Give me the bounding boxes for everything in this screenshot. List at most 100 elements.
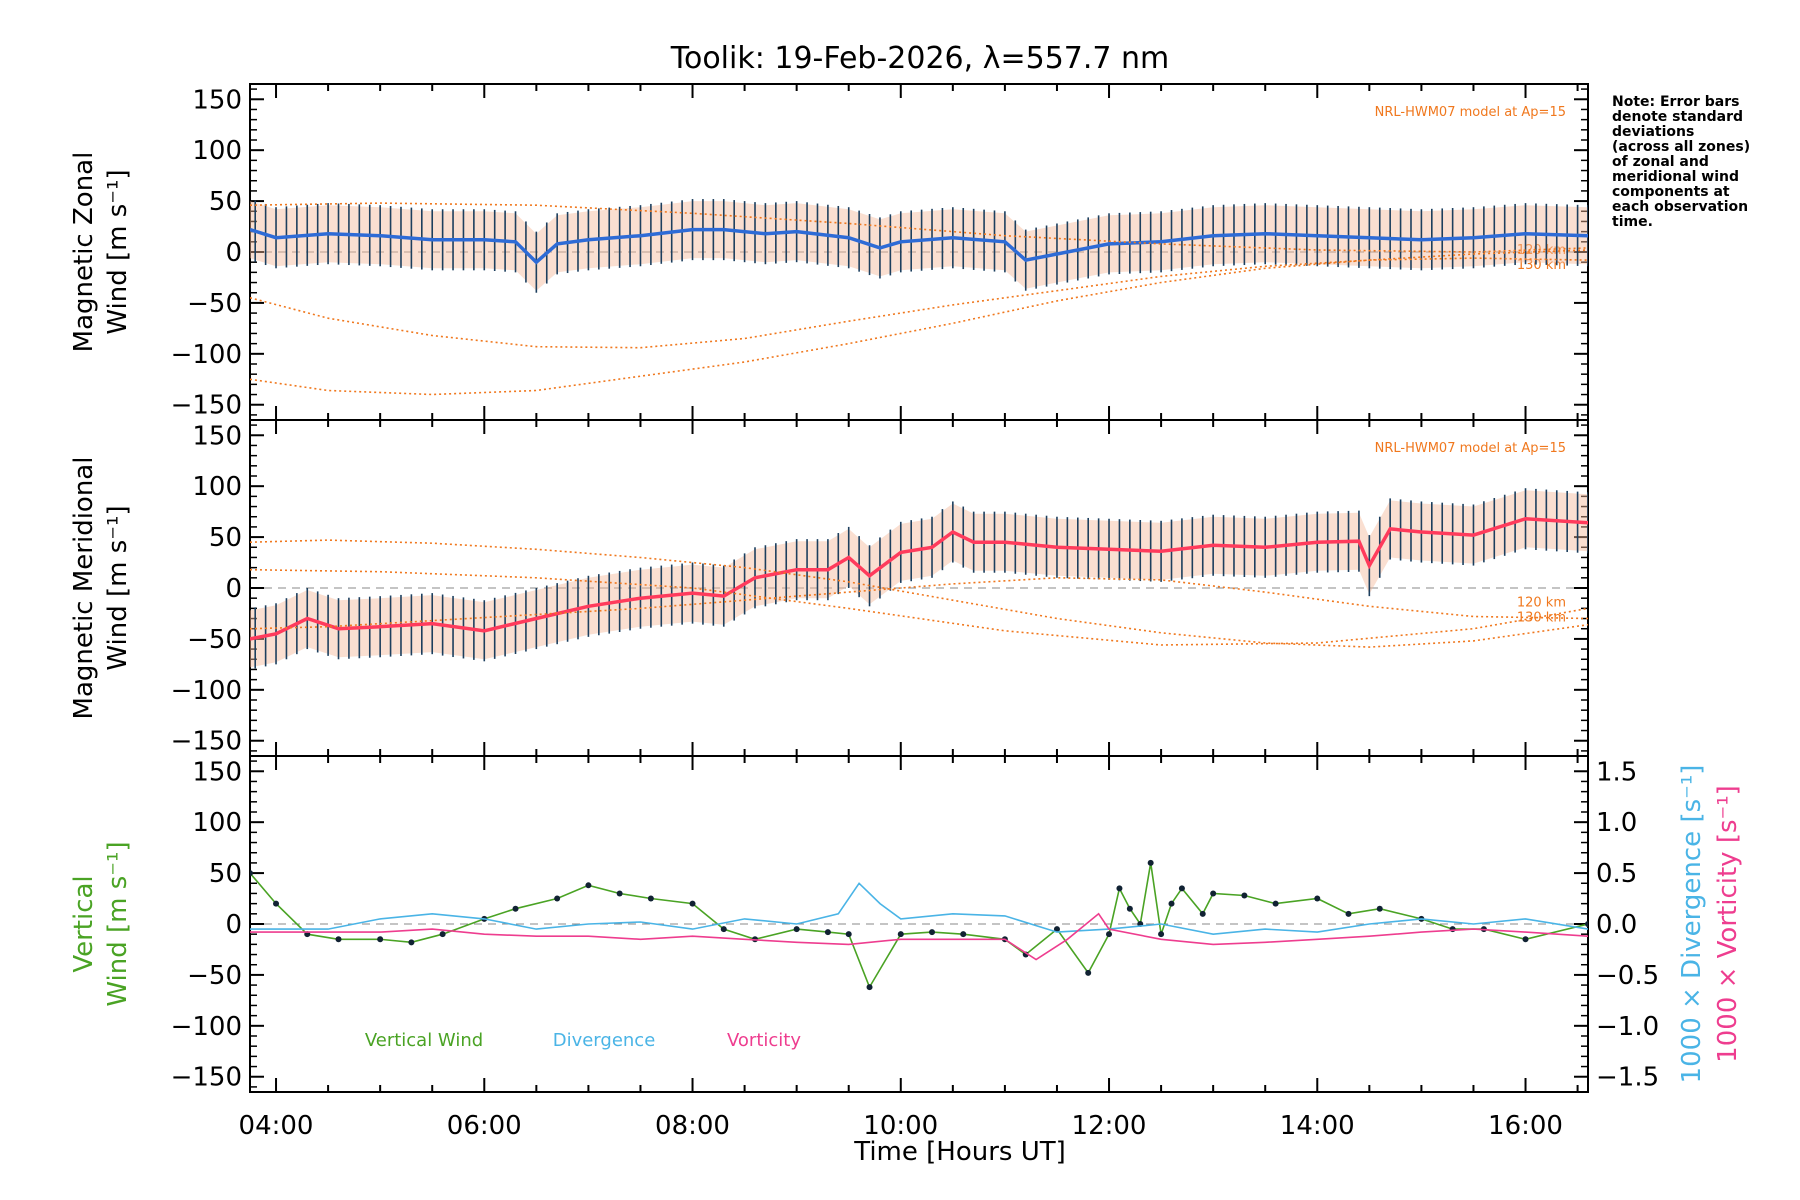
y-axis-label: Wind [m s⁻¹] bbox=[103, 505, 133, 670]
data-point bbox=[1147, 859, 1154, 866]
x-tick-label: 10:00 bbox=[863, 1111, 938, 1141]
data-point bbox=[250, 870, 253, 877]
legend-item: Vorticity bbox=[727, 1030, 801, 1051]
right-y-tick-label: −1.0 bbox=[1596, 1012, 1659, 1042]
series-line bbox=[250, 862, 1588, 989]
x-axis-label: Time [Hours UT] bbox=[853, 1137, 1066, 1167]
y-tick-label: 100 bbox=[192, 808, 242, 838]
y-tick-label: 150 bbox=[192, 421, 242, 451]
note-line: denote standard bbox=[1612, 109, 1743, 125]
right-axis-label-vorticity: 1000 × Vorticity [s⁻¹] bbox=[1713, 785, 1743, 1063]
note-line: meridional wind bbox=[1612, 169, 1739, 185]
note-line: time. bbox=[1612, 214, 1653, 230]
data-point bbox=[512, 905, 519, 912]
data-point bbox=[793, 926, 800, 933]
data-point bbox=[1345, 910, 1352, 917]
model-label: NRL-HWM07 model at Ap=15 bbox=[1375, 441, 1566, 456]
legend-item: Vertical Wind bbox=[365, 1030, 483, 1051]
y-tick-label: −100 bbox=[171, 676, 242, 706]
error-bar-note: Note: Error bars denote standard deviati… bbox=[1612, 94, 1750, 230]
series-line bbox=[250, 202, 1588, 253]
x-axis: 04:00 06:00 08:00 10:00 12:00 14:00 16:00 bbox=[239, 1111, 1563, 1141]
x-tick-label: 08:00 bbox=[655, 1111, 730, 1141]
data-point bbox=[1158, 931, 1165, 938]
error-band bbox=[250, 201, 1588, 291]
y-axis-label: Wind [m s⁻¹] bbox=[103, 841, 133, 1006]
series-line bbox=[250, 882, 1588, 936]
y-tick-label: 0 bbox=[225, 910, 242, 940]
model-altitude-label: 120 km bbox=[1517, 595, 1566, 610]
y-tick-label: 150 bbox=[192, 757, 242, 787]
x-tick-label: 14:00 bbox=[1280, 1111, 1355, 1141]
y-tick-label: 50 bbox=[209, 187, 242, 217]
data-point bbox=[689, 900, 696, 907]
data-point bbox=[1116, 885, 1123, 892]
series-line bbox=[250, 249, 1588, 396]
y-tick-label: 50 bbox=[209, 523, 242, 553]
series-line bbox=[250, 912, 1588, 961]
y-tick-label: 50 bbox=[209, 859, 242, 889]
data-point bbox=[1168, 900, 1175, 907]
series-line bbox=[250, 576, 1588, 630]
data-point bbox=[1522, 936, 1529, 943]
data-point bbox=[1241, 892, 1248, 899]
data-point bbox=[897, 931, 904, 938]
series-line bbox=[250, 257, 1588, 349]
panel-zonal: 150 100 50 0 −50 −100 −150 Magnetic Zonal Wind [… bbox=[69, 83, 1589, 421]
model-altitude-label: 130 km bbox=[1517, 258, 1566, 273]
y-tick-label: −50 bbox=[187, 289, 242, 319]
data-point bbox=[866, 984, 873, 991]
data-point bbox=[824, 929, 831, 936]
data-point bbox=[554, 895, 561, 902]
y-tick-label: 100 bbox=[192, 136, 242, 166]
data-point bbox=[1178, 885, 1185, 892]
y-tick-label: 100 bbox=[192, 472, 242, 502]
data-point bbox=[647, 895, 654, 902]
y-axis-label: Vertical bbox=[69, 875, 99, 972]
data-point bbox=[273, 900, 280, 907]
y-tick-label: 0 bbox=[225, 574, 242, 604]
note-line: (across all zones) bbox=[1612, 139, 1750, 155]
data-point bbox=[616, 890, 623, 897]
right-y-tick-label: −0.5 bbox=[1596, 961, 1659, 991]
y-tick-label: −150 bbox=[171, 391, 242, 421]
note-line: deviations bbox=[1612, 124, 1694, 140]
series-group bbox=[250, 199, 1588, 396]
series-line bbox=[250, 517, 1588, 641]
right-y-tick-label: 0.5 bbox=[1596, 859, 1637, 889]
data-point bbox=[1585, 921, 1588, 927]
data-point bbox=[845, 931, 852, 938]
panel-vertical: 150 100 50 0 −50 −100 −150 Vertical Wind [m s⁻¹]… bbox=[69, 755, 1743, 1093]
data-point bbox=[439, 931, 446, 938]
x-tick-label: 04:00 bbox=[239, 1111, 314, 1141]
right-axis-label-divergence: 1000 × Divergence [s⁻¹] bbox=[1677, 765, 1707, 1084]
data-point bbox=[1376, 905, 1383, 912]
data-point bbox=[1210, 890, 1217, 897]
right-y-tick-label: 1.0 bbox=[1596, 808, 1637, 838]
y-tick-label: −100 bbox=[171, 1012, 242, 1042]
data-point bbox=[335, 936, 342, 943]
model-altitude-label: 120 km bbox=[1517, 243, 1566, 258]
chart-title: Toolik: 19-Feb-2026, λ=557.7 nm bbox=[670, 41, 1170, 76]
x-tick-label: 06:00 bbox=[447, 1111, 522, 1141]
series-group bbox=[250, 859, 1588, 991]
y-tick-label: 150 bbox=[192, 85, 242, 115]
y-tick-label: −100 bbox=[171, 340, 242, 370]
note-line: components at bbox=[1612, 184, 1730, 200]
data-point bbox=[1126, 905, 1133, 912]
legend-item: Divergence bbox=[553, 1030, 656, 1051]
right-y-tick-label: 0.0 bbox=[1596, 910, 1637, 940]
data-point bbox=[929, 929, 936, 936]
y-tick-label: −50 bbox=[187, 625, 242, 655]
data-point bbox=[960, 931, 967, 938]
y-axis-label: Wind [m s⁻¹] bbox=[103, 169, 133, 334]
y-tick-label: 0 bbox=[225, 238, 242, 268]
y-axis-label: Magnetic Zonal bbox=[69, 152, 99, 353]
data-point bbox=[1272, 900, 1279, 907]
panel-meridional: 150 100 50 0 −50 −100 −150 Magnetic Meridional W… bbox=[69, 419, 1589, 757]
right-y-tick-label: 1.5 bbox=[1596, 757, 1637, 787]
series-line bbox=[250, 227, 1588, 265]
model-label: NRL-HWM07 model at Ap=15 bbox=[1375, 105, 1566, 120]
